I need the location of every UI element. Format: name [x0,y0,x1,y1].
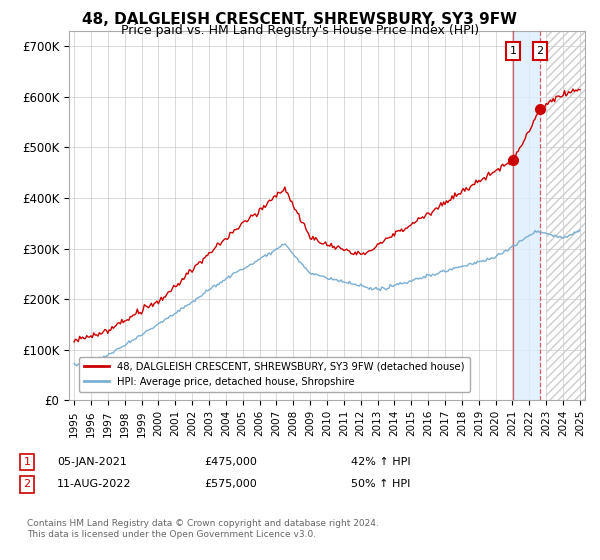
Bar [546,31,585,400]
Text: 11-AUG-2022: 11-AUG-2022 [57,479,131,489]
Text: 42% ↑ HPI: 42% ↑ HPI [351,457,410,467]
Text: 05-JAN-2021: 05-JAN-2021 [57,457,127,467]
Text: 1: 1 [509,46,517,56]
Text: £475,000: £475,000 [204,457,257,467]
Text: Price paid vs. HM Land Registry's House Price Index (HPI): Price paid vs. HM Land Registry's House … [121,24,479,37]
Text: 50% ↑ HPI: 50% ↑ HPI [351,479,410,489]
Text: 2: 2 [536,46,544,56]
Bar [546,31,585,400]
Text: Contains HM Land Registry data © Crown copyright and database right 2024.
This d: Contains HM Land Registry data © Crown c… [27,519,379,539]
Bar [513,31,540,400]
Text: £575,000: £575,000 [204,479,257,489]
Text: 2: 2 [23,479,31,489]
Text: 48, DALGLEISH CRESCENT, SHREWSBURY, SY3 9FW: 48, DALGLEISH CRESCENT, SHREWSBURY, SY3 … [83,12,517,27]
Text: 1: 1 [23,457,31,467]
Legend: 48, DALGLEISH CRESCENT, SHREWSBURY, SY3 9FW (detached house), HPI: Average price: 48, DALGLEISH CRESCENT, SHREWSBURY, SY3 … [79,357,470,391]
